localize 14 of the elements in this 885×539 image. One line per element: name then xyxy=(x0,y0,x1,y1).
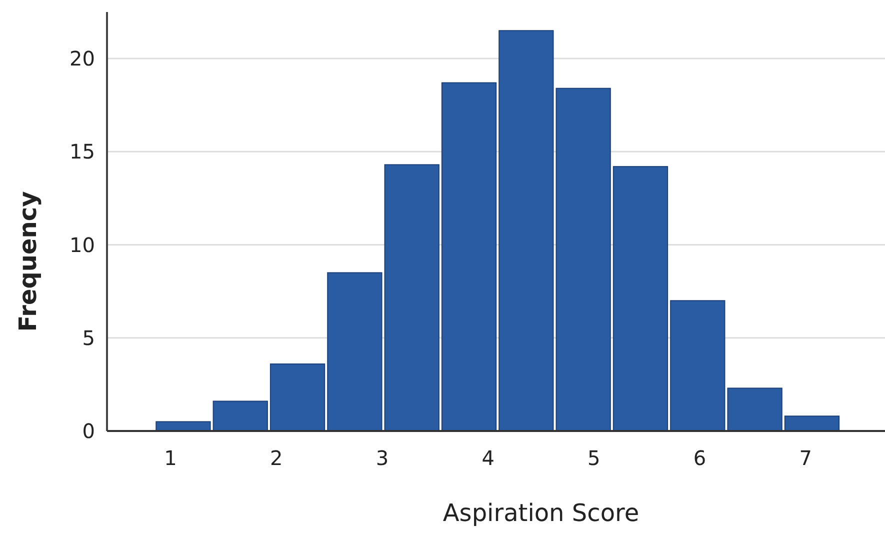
y-tick-label: 10 xyxy=(70,232,95,257)
x-tick-label: 5 xyxy=(588,446,600,470)
y-tick-label: 20 xyxy=(70,46,95,71)
x-tick-label: 4 xyxy=(482,446,494,470)
x-tick-label: 3 xyxy=(376,446,389,470)
y-axis-title: Frequency xyxy=(14,190,42,332)
y-tick-label: 0 xyxy=(82,419,95,443)
x-tick-label: 6 xyxy=(693,446,706,470)
x-axis-title: Aspiration Score xyxy=(442,499,640,527)
x-tick-label: 7 xyxy=(799,446,812,470)
x-tick-label: 2 xyxy=(270,446,283,470)
y-tick-label: 5 xyxy=(82,326,95,350)
x-tick-label: 1 xyxy=(164,446,177,470)
y-tick-label: 15 xyxy=(70,140,95,164)
